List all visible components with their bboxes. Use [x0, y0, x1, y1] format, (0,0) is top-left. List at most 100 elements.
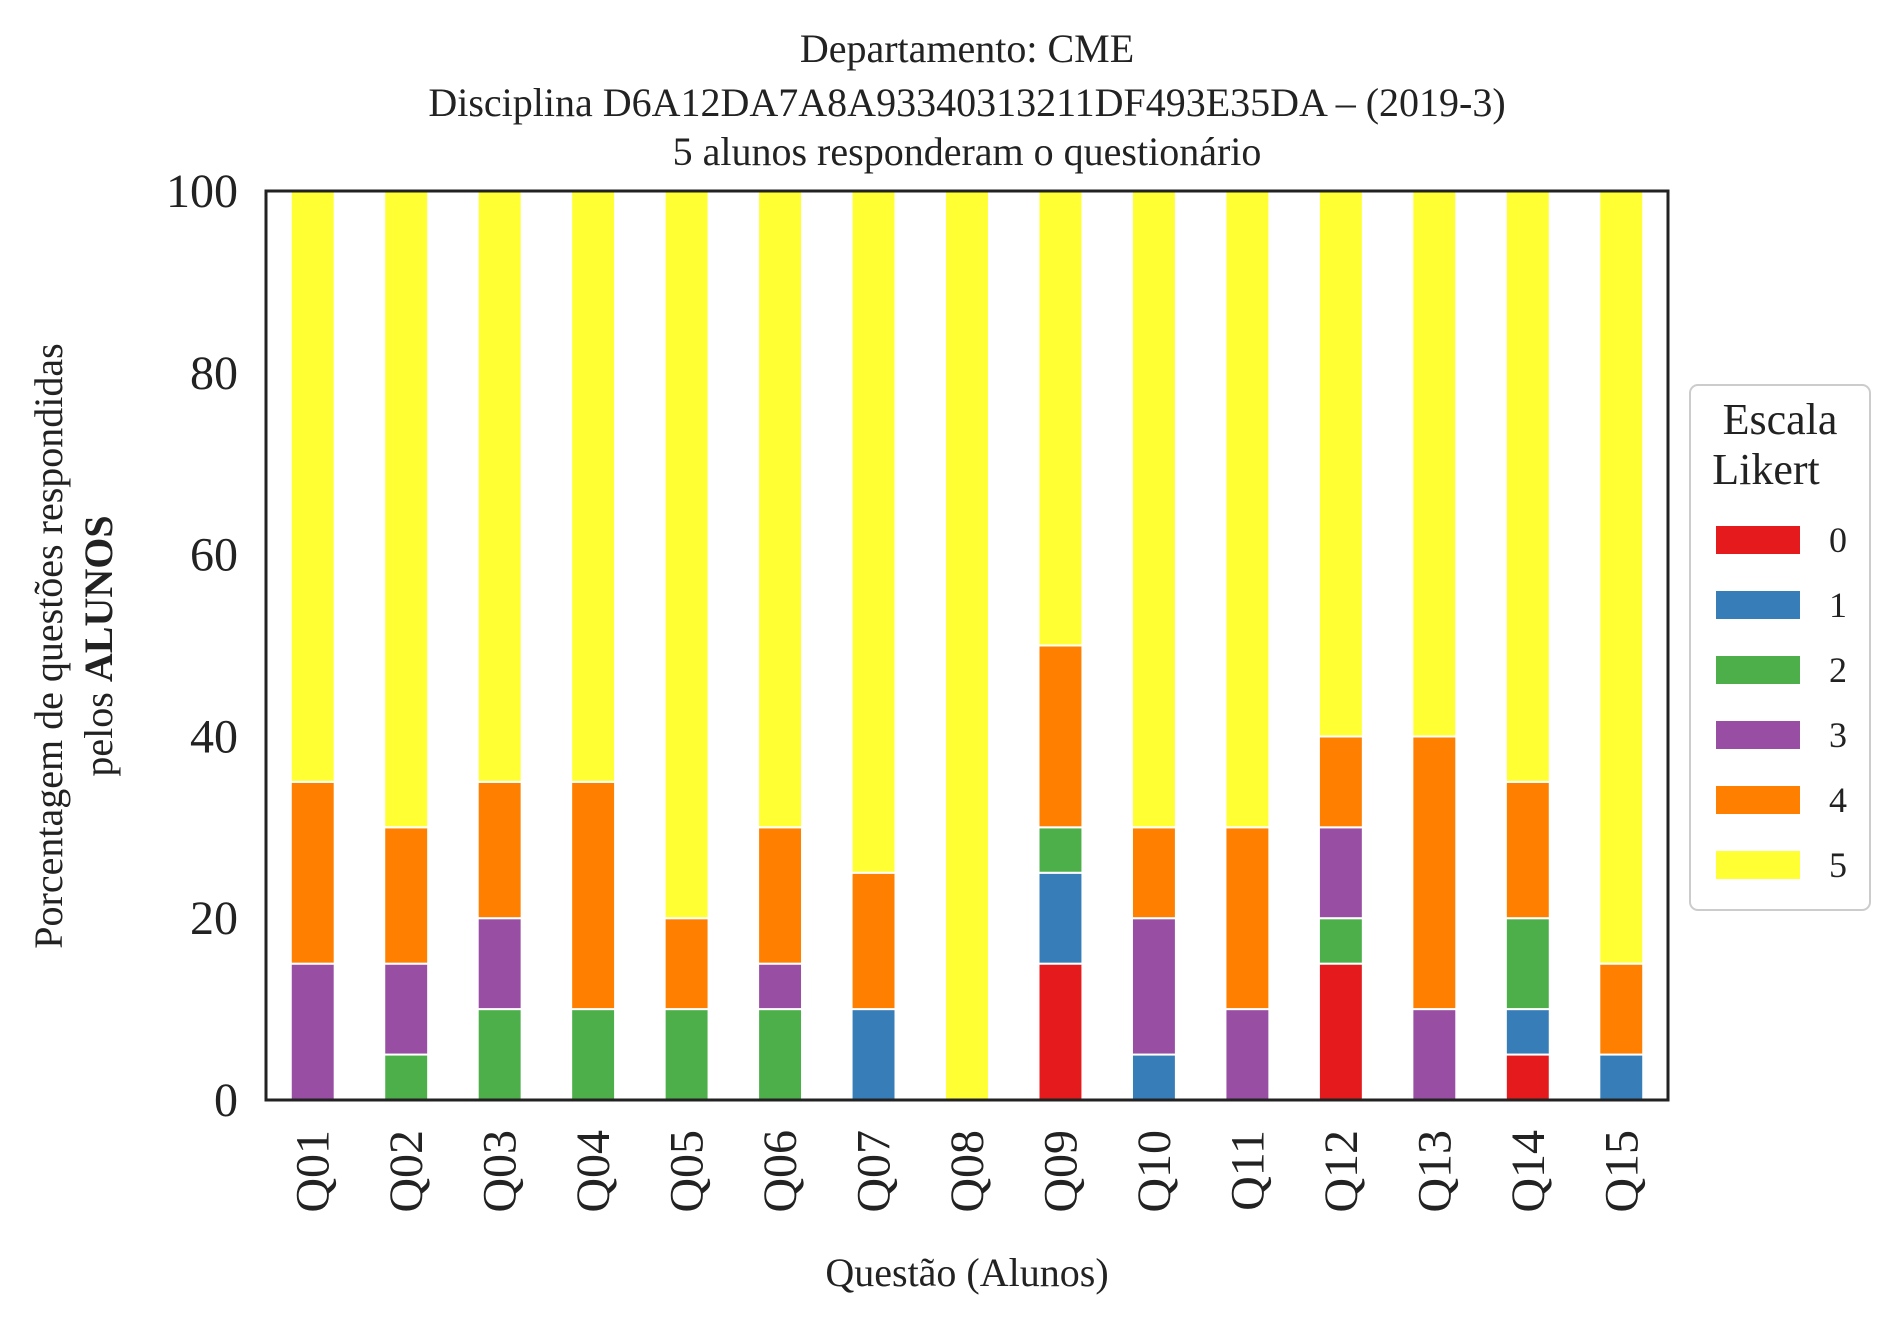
legend-swatch-1 — [1716, 591, 1800, 619]
bar-Q06-likert-2 — [757, 1008, 804, 1101]
chart-title-line-3: 5 alunos responderam o questionário — [673, 129, 1262, 174]
bar-Q06-likert-4 — [757, 826, 804, 965]
x-tick-label-Q09: Q09 — [1034, 1130, 1087, 1213]
x-tick-label-Q15: Q15 — [1595, 1130, 1648, 1213]
y-tick-label-40: 40 — [190, 710, 238, 763]
y-tick-label-100: 100 — [166, 165, 238, 218]
legend-label-5: 5 — [1829, 845, 1847, 885]
x-axis-label: Questão (Alunos) — [825, 1250, 1108, 1295]
bar-Q11-likert-3 — [1224, 1008, 1271, 1101]
y-axis-label-line-2: pelos ALUNOS — [76, 515, 121, 776]
bar-Q12-likert-4 — [1317, 735, 1364, 829]
bar-Q05-likert-5 — [663, 190, 710, 920]
bar-Q06-likert-5 — [757, 190, 804, 829]
bar-Q07-likert-1 — [850, 1008, 897, 1101]
bar-Q06-likert-3 — [757, 962, 804, 1011]
legend-swatch-3 — [1716, 721, 1800, 749]
x-tick-label-Q06: Q06 — [754, 1130, 807, 1213]
plot-frame — [264, 189, 1670, 1102]
bar-Q09-likert-4 — [1037, 644, 1084, 829]
bar-Q12-likert-5 — [1317, 190, 1364, 738]
legend-label-0: 0 — [1829, 520, 1847, 560]
bar-Q12-likert-3 — [1317, 826, 1364, 920]
x-tick-label-Q04: Q04 — [567, 1130, 620, 1213]
bar-Q01-likert-3 — [289, 962, 336, 1102]
bar-Q09-likert-2 — [1037, 826, 1084, 874]
bar-Q09-likert-0 — [1037, 962, 1084, 1102]
bar-Q02-likert-2 — [383, 1053, 430, 1102]
bar-Q04-likert-5 — [570, 190, 617, 783]
bar-Q03-likert-2 — [476, 1008, 523, 1101]
bar-Q09-likert-5 — [1037, 190, 1084, 647]
bar-Q02-likert-5 — [383, 190, 430, 829]
bar-Q13-likert-5 — [1411, 190, 1458, 738]
y-tick-label-80: 80 — [190, 347, 238, 400]
legend-label-3: 3 — [1829, 715, 1847, 755]
x-tick-label-Q07: Q07 — [848, 1130, 901, 1213]
legend-title-line-2: Likert — [1712, 445, 1820, 494]
bar-Q07-likert-5 — [850, 190, 897, 874]
bar-Q12-likert-2 — [1317, 917, 1364, 965]
x-tick-label-Q13: Q13 — [1408, 1130, 1461, 1213]
legend-box — [1689, 384, 1871, 911]
y-axis-label-prefix: pelos — [76, 682, 121, 776]
x-tick-label-Q01: Q01 — [287, 1130, 340, 1213]
y-axis-label-line-1: Porcentagem de questões respondidas — [26, 343, 71, 948]
bar-Q14-likert-5 — [1504, 190, 1551, 783]
legend-label-2: 2 — [1829, 650, 1847, 690]
bar-Q03-likert-5 — [476, 190, 523, 783]
y-axis-label: Porcentagem de questões respondidas pelo… — [26, 343, 121, 948]
x-tick-label-Q10: Q10 — [1128, 1130, 1181, 1213]
legend-swatch-4 — [1716, 786, 1800, 814]
bar-Q14-likert-2 — [1504, 917, 1551, 1011]
bar-Q03-likert-3 — [476, 917, 523, 1011]
bar-Q10-likert-4 — [1130, 826, 1177, 920]
bar-Q14-likert-0 — [1504, 1053, 1551, 1102]
x-tick-label-Q05: Q05 — [661, 1130, 714, 1213]
bar-Q11-likert-4 — [1224, 826, 1271, 1011]
legend-label-1: 1 — [1829, 585, 1847, 625]
bar-Q13-likert-3 — [1411, 1008, 1458, 1101]
x-tick-label-Q11: Q11 — [1221, 1130, 1274, 1211]
legend: Escala Likert 0 1 2 3 4 5 — [1689, 384, 1871, 911]
x-tick-label-Q03: Q03 — [474, 1130, 527, 1213]
y-axis-label-bold: ALUNOS — [76, 515, 121, 682]
legend-swatch-2 — [1716, 656, 1800, 684]
bar-Q04-likert-4 — [570, 780, 617, 1011]
bar-Q01-likert-5 — [289, 190, 336, 783]
bar-Q02-likert-3 — [383, 962, 430, 1056]
legend-items: 0 1 2 3 4 5 — [1716, 520, 1847, 885]
x-tick-label-Q02: Q02 — [380, 1130, 433, 1213]
legend-swatch-5 — [1716, 851, 1800, 879]
bar-Q13-likert-4 — [1411, 735, 1458, 1011]
y-tick-label-60: 60 — [190, 529, 238, 582]
bar-Q09-likert-1 — [1037, 871, 1084, 965]
bar-Q10-likert-5 — [1130, 190, 1177, 829]
legend-title-line-1: Escala — [1723, 395, 1838, 444]
legend-swatch-0 — [1716, 526, 1800, 554]
bar-Q10-likert-3 — [1130, 917, 1177, 1056]
bar-Q10-likert-1 — [1130, 1053, 1177, 1102]
y-tick-label-0: 0 — [214, 1074, 238, 1127]
bar-Q08-likert-5 — [944, 190, 990, 1101]
legend-label-4: 4 — [1829, 780, 1847, 820]
bar-Q15-likert-1 — [1598, 1053, 1645, 1102]
x-tick-label-Q14: Q14 — [1502, 1130, 1555, 1213]
bar-Q05-likert-4 — [663, 917, 710, 1011]
chart-title-line-1: Departamento: CME — [800, 26, 1134, 71]
bar-Q12-likert-0 — [1317, 962, 1364, 1102]
bar-Q05-likert-2 — [663, 1008, 710, 1101]
x-tick-label-Q08: Q08 — [941, 1130, 994, 1213]
chart-title-line-2: Disciplina D6A12DA7A8A93340313211DF493E3… — [428, 80, 1505, 125]
bar-Q15-likert-4 — [1598, 962, 1645, 1056]
x-tick-label-Q12: Q12 — [1315, 1130, 1368, 1213]
y-tick-label-20: 20 — [190, 892, 238, 945]
bar-Q03-likert-4 — [476, 780, 523, 920]
bar-Q04-likert-2 — [570, 1008, 617, 1101]
bar-Q14-likert-1 — [1504, 1008, 1551, 1056]
bar-Q02-likert-4 — [383, 826, 430, 965]
bar-Q01-likert-4 — [289, 780, 336, 965]
bar-layer — [289, 190, 1645, 1102]
bar-Q14-likert-4 — [1504, 780, 1551, 920]
